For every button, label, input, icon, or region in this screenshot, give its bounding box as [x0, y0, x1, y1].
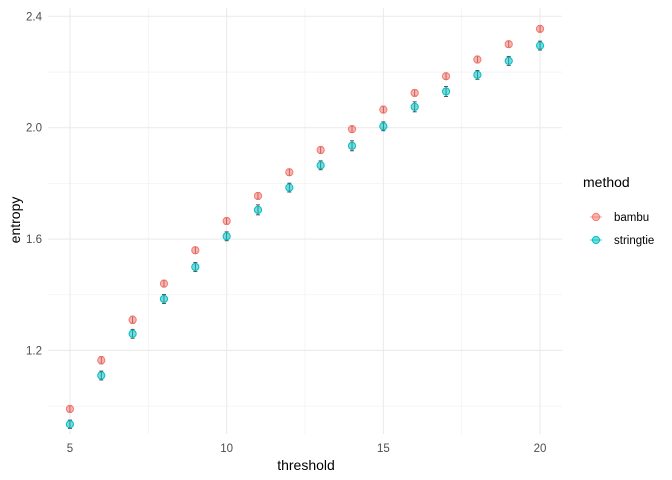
legend-key-bambu — [590, 212, 602, 222]
x-tick-label: 15 — [377, 443, 390, 455]
point-bambu — [535, 24, 545, 33]
x-tick-label: 10 — [220, 443, 233, 455]
point-bambu — [379, 105, 388, 114]
point-stringtie — [191, 262, 200, 272]
point-bambu — [222, 216, 231, 226]
y-tick-label: 1.2 — [26, 345, 42, 357]
x-tick-label: 20 — [534, 443, 547, 455]
major-gridlines — [48, 8, 562, 434]
y-axis-title: entropy — [7, 197, 23, 244]
point-stringtie — [410, 102, 419, 111]
point-stringtie — [159, 294, 169, 304]
point-bambu — [473, 55, 482, 64]
point-stringtie — [347, 141, 357, 150]
point-bambu — [159, 279, 169, 288]
legend-key-stringtie — [590, 235, 602, 245]
point-stringtie — [65, 420, 75, 429]
point-stringtie — [316, 161, 325, 170]
point-stringtie — [253, 205, 263, 214]
x-tick-label: 5 — [67, 443, 73, 455]
y-tick-labels: 1.2 1.6 2.0 2.4 — [26, 11, 43, 357]
point-stringtie — [504, 56, 513, 66]
point-bambu — [128, 315, 137, 324]
point-bambu — [441, 72, 451, 81]
y-tick-label: 2.0 — [26, 123, 42, 135]
data-points — [65, 24, 545, 429]
y-tick-label: 2.4 — [26, 11, 43, 23]
point-bambu — [347, 125, 357, 134]
legend-title: method — [583, 174, 630, 190]
point-bambu — [285, 168, 294, 177]
point-bambu — [97, 356, 106, 365]
point-stringtie — [97, 371, 106, 380]
minor-gridlines — [48, 8, 562, 434]
point-bambu — [191, 246, 200, 255]
legend-label-bambu: bambu — [614, 212, 649, 224]
point-stringtie — [222, 232, 231, 241]
point-bambu — [410, 88, 419, 98]
x-tick-labels: 5 10 15 20 — [67, 443, 547, 455]
point-stringtie — [128, 329, 137, 338]
y-tick-label: 1.6 — [26, 234, 42, 246]
x-axis-title: threshold — [277, 457, 335, 473]
legend: method bambu stringtie — [583, 174, 654, 247]
point-stringtie — [285, 183, 294, 192]
point-bambu — [504, 40, 513, 49]
point-stringtie — [535, 41, 545, 50]
point-stringtie — [441, 87, 451, 96]
point-stringtie — [379, 122, 388, 131]
point-bambu — [316, 145, 325, 155]
point-bambu — [253, 191, 263, 201]
point-stringtie — [473, 70, 482, 79]
point-bambu — [65, 404, 75, 414]
legend-label-stringtie: stringtie — [614, 235, 654, 247]
